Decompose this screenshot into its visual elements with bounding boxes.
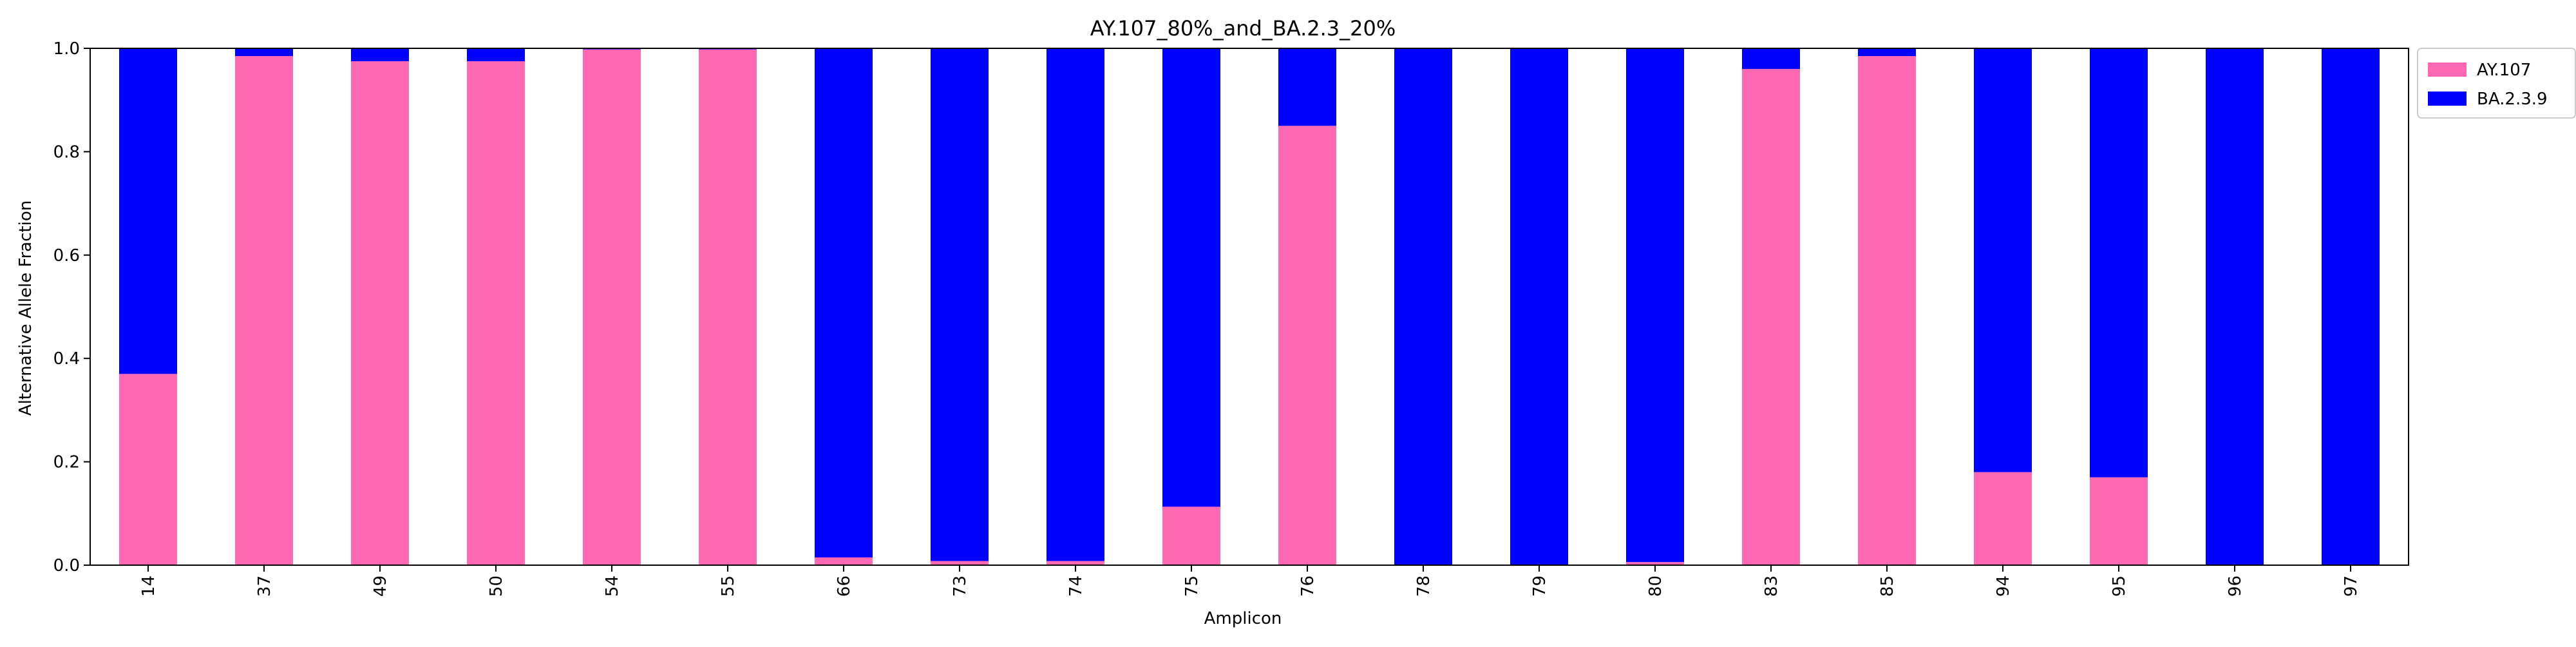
bar-AY-107-49 <box>351 61 409 566</box>
bar-AY-107-76 <box>1278 126 1336 566</box>
x-tick-label: 74 <box>1066 575 1086 597</box>
bar-AY-107-54 <box>583 49 641 565</box>
y-tick-label: 0.0 <box>53 556 80 575</box>
x-tick-label: 49 <box>371 575 390 597</box>
x-tick-label: 95 <box>2110 575 2129 597</box>
legend: AY.107 BA.2.3.9 <box>2417 48 2576 119</box>
x-axis-label: Amplicon <box>1204 609 1282 628</box>
bar-AY-107-14 <box>119 374 177 565</box>
x-tick-label: 96 <box>2226 575 2245 597</box>
y-tick-label: 0.6 <box>53 246 80 266</box>
x-tick-label: 55 <box>719 575 738 597</box>
plot-frame <box>90 48 2409 566</box>
x-tick-label: 66 <box>835 575 854 597</box>
bar-BA-2-3-9-50 <box>467 48 525 62</box>
y-axis-label: Alternative Allele Fraction <box>16 200 35 416</box>
bar-BA-2-3-9-75 <box>1162 48 1220 507</box>
bar-AY-107-85 <box>1858 56 1916 565</box>
x-tick-label: 14 <box>139 575 158 597</box>
x-tick-label: 83 <box>1762 575 1781 597</box>
bar-BA-2-3-9-14 <box>119 48 177 374</box>
legend-label: AY.107 <box>2477 61 2531 80</box>
bar-AY-107-73 <box>931 561 989 565</box>
bar-BA-2-3-9-83 <box>1742 48 1800 70</box>
bar-BA-2-3-9-96 <box>2206 48 2264 565</box>
chart-title: AY.107_80%_and_BA.2.3_20% <box>1090 16 1396 41</box>
bar-AY-107-75 <box>1162 507 1220 565</box>
bar-BA-2-3-9-79 <box>1510 48 1568 565</box>
bar-BA-2-3-9-37 <box>235 48 293 57</box>
bar-BA-2-3-9-78 <box>1394 48 1452 565</box>
bar-AY-107-80 <box>1626 562 1684 565</box>
bar-AY-107-95 <box>2090 477 2148 565</box>
bar-BA-2-3-9-66 <box>815 48 873 557</box>
y-tick-label: 0.8 <box>53 142 80 162</box>
bar-BA-2-3-9-97 <box>2322 48 2380 565</box>
bar-AY-107-66 <box>815 557 873 565</box>
bar-BA-2-3-9-76 <box>1278 48 1336 126</box>
bar-BA-2-3-9-80 <box>1626 48 1684 563</box>
legend-swatch <box>2428 92 2467 106</box>
x-tick-label: 80 <box>1646 575 1665 597</box>
bar-BA-2-3-9-95 <box>2090 48 2148 478</box>
y-tick-label: 1.0 <box>53 39 80 59</box>
x-tick-label: 50 <box>487 575 506 597</box>
y-axis-ticks: 0.0 0.2 0.4 0.6 0.8 1.0 <box>53 39 90 575</box>
x-tick-label: 54 <box>603 575 622 597</box>
bar-BA-2-3-9-85 <box>1858 48 1916 57</box>
bar-BA-2-3-9-49 <box>351 48 409 62</box>
bar-AY-107-94 <box>1974 472 2032 565</box>
bars-layer <box>119 48 2380 566</box>
legend-swatch <box>2428 63 2467 77</box>
bar-BA-2-3-9-94 <box>1974 48 2032 472</box>
bar-BA-2-3-9-74 <box>1046 48 1104 561</box>
bar-AY-107-74 <box>1046 561 1104 565</box>
x-tick-label: 78 <box>1414 575 1434 597</box>
y-tick-label: 0.4 <box>53 349 80 369</box>
x-axis-ticks: 14 37 49 50 54 55 66 73 74 75 76 78 79 80 83 85 94 95 96 97 <box>139 565 2361 597</box>
x-tick-label: 76 <box>1298 575 1318 597</box>
x-tick-label: 85 <box>1878 575 1897 597</box>
x-tick-label: 75 <box>1182 575 1202 597</box>
bar-AY-107-83 <box>1742 69 1800 565</box>
x-tick-label: 97 <box>2342 575 2361 597</box>
x-tick-label: 73 <box>951 575 970 597</box>
bar-BA-2-3-9-73 <box>931 48 989 561</box>
bar-AY-107-37 <box>235 56 293 565</box>
y-tick-label: 0.2 <box>53 453 80 472</box>
x-tick-label: 37 <box>255 575 274 597</box>
x-tick-label: 79 <box>1530 575 1549 597</box>
bar-AY-107-50 <box>467 61 525 566</box>
legend-label: BA.2.3.9 <box>2477 90 2548 109</box>
bar-AY-107-55 <box>699 49 757 565</box>
x-tick-label: 94 <box>1994 575 2013 597</box>
